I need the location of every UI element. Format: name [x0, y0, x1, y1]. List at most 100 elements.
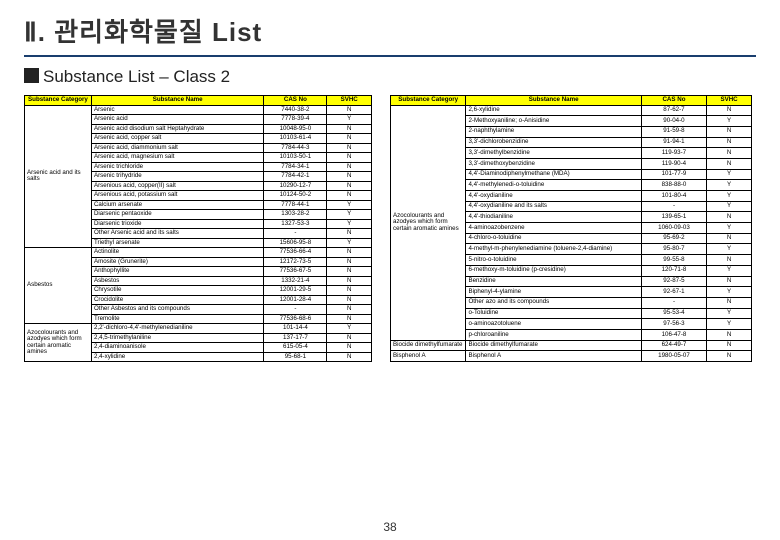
category-cell: Arsenic acid and its salts [25, 105, 92, 248]
svhc-cell: Y [707, 287, 752, 298]
svhc-cell: Y [327, 115, 372, 125]
cas-cell: 119-93-7 [641, 148, 706, 159]
svhc-cell: N [707, 126, 752, 137]
cas-cell: 97-56-3 [641, 319, 706, 330]
svhc-cell: N [707, 340, 752, 351]
svhc-cell: N [327, 172, 372, 182]
cas-cell: 106-47-8 [641, 329, 706, 340]
svhc-cell: Y [707, 180, 752, 191]
name-cell: 3,3'-dimethylbenzidine [466, 148, 641, 159]
svhc-cell: N [327, 343, 372, 353]
cas-cell: 15606-95-8 [264, 238, 327, 248]
category-cell: Azocolourants and azodyes which form cer… [25, 324, 92, 362]
name-cell: Arsenic trichloride [91, 162, 263, 172]
table-row: AsbestosActinolite77536-66-4N [25, 248, 372, 258]
svhc-cell: Y [327, 200, 372, 210]
svhc-cell: N [327, 105, 372, 115]
svhc-cell: N [707, 137, 752, 148]
name-cell: 4,4'-Diaminodiphenylmethane (MDA) [466, 169, 641, 180]
cas-cell: 92-87-5 [641, 276, 706, 287]
svhc-cell: Y [707, 265, 752, 276]
cas-cell: - [641, 297, 706, 308]
svhc-cell: N [707, 148, 752, 159]
cas-cell: 101-14-4 [264, 324, 327, 334]
name-cell: Bisphenol A [466, 351, 641, 362]
cas-cell: - [264, 305, 327, 315]
table-header-row: Substance Category Substance Name CAS No… [391, 96, 752, 106]
cas-cell: 1303-28-2 [264, 210, 327, 220]
cas-cell: 1060-09-03 [641, 223, 706, 234]
cas-cell: 7784-34-1 [264, 162, 327, 172]
svhc-cell: N [327, 257, 372, 267]
svhc-cell: N [707, 351, 752, 362]
name-cell: 2,4,5-trimethylaniline [91, 333, 263, 343]
name-cell: Other Arsenic acid and its salts [91, 229, 263, 239]
cas-cell: 101-80-4 [641, 191, 706, 202]
cas-cell: 7778-39-4 [264, 115, 327, 125]
name-cell: 4,4'-thiodianiline [466, 212, 641, 223]
svhc-cell: N [327, 248, 372, 258]
name-cell: 2,4-diaminoanisole [91, 343, 263, 353]
cas-cell: 838-88-0 [641, 180, 706, 191]
name-cell: 4,4'-methylenedi-o-toluidine [466, 180, 641, 191]
svhc-cell: N [707, 297, 752, 308]
category-cell: Asbestos [25, 248, 92, 324]
name-cell: Arsenic acid, diammonium salt [91, 143, 263, 153]
cas-cell: 624-49-7 [641, 340, 706, 351]
cas-cell: 77536-68-6 [264, 314, 327, 324]
svhc-cell: Y [707, 191, 752, 202]
cas-cell: 92-67-1 [641, 287, 706, 298]
svhc-cell: Y [707, 308, 752, 319]
name-cell: Diarsenic trioxide [91, 219, 263, 229]
name-cell: Arsenic trihydride [91, 172, 263, 182]
cas-cell: 77536-66-4 [264, 248, 327, 258]
page-title: Ⅱ. 관리화학물질 List [24, 12, 756, 49]
name-cell: 4-aminoazobenzene [466, 223, 641, 234]
substance-table-left: Substance Category Substance Name CAS No… [24, 95, 372, 362]
name-cell: Diarsenic pentaoxide [91, 210, 263, 220]
svhc-cell: Y [327, 238, 372, 248]
svhc-cell: N [327, 134, 372, 144]
col-category: Substance Category [25, 96, 92, 106]
svhc-cell: N [327, 124, 372, 134]
cas-cell: 95-68-1 [264, 352, 327, 362]
name-cell: 5-nitro-o-toluidine [466, 255, 641, 266]
cas-cell: 95-69-2 [641, 233, 706, 244]
cas-cell: 77536-67-5 [264, 267, 327, 277]
name-cell: o-Toluidine [466, 308, 641, 319]
svhc-cell: N [327, 314, 372, 324]
table-header-row: Substance Category Substance Name CAS No… [25, 96, 372, 106]
svhc-cell: Y [707, 169, 752, 180]
table-row: Biocide dimethylfumarateBiocide dimethyl… [391, 340, 752, 351]
square-bullet-icon [24, 68, 39, 83]
svhc-cell: N [327, 191, 372, 201]
name-cell: Tremolite [91, 314, 263, 324]
cas-cell: 87-62-7 [641, 105, 706, 116]
cas-cell: - [264, 229, 327, 239]
cas-cell: 99-55-8 [641, 255, 706, 266]
name-cell: 2-naphthylamine [466, 126, 641, 137]
cas-cell: 12001-28-4 [264, 295, 327, 305]
table-row: Arsenic acid and its saltsArsenic7440-38… [25, 105, 372, 115]
cas-cell: 119-90-4 [641, 158, 706, 169]
name-cell: p-chloroaniline [466, 329, 641, 340]
col-svhc: SVHC [707, 96, 752, 106]
svhc-cell: Y [327, 324, 372, 334]
cas-cell: 615-05-4 [264, 343, 327, 353]
name-cell: 4-chloro-o-toluidine [466, 233, 641, 244]
svhc-cell: N [327, 143, 372, 153]
cas-cell: 7440-38-2 [264, 105, 327, 115]
svhc-cell: Y [327, 219, 372, 229]
table-row: Azocolourants and azodyes which form cer… [391, 105, 752, 116]
name-cell: Crocidolite [91, 295, 263, 305]
page-number: 38 [0, 520, 780, 534]
subtitle-text: Substance List – Class 2 [43, 67, 230, 86]
svhc-cell: N [707, 158, 752, 169]
svhc-cell: N [327, 295, 372, 305]
substance-table-right: Substance Category Substance Name CAS No… [390, 95, 752, 362]
svhc-cell: N [327, 229, 372, 239]
cas-cell: 91-59-8 [641, 126, 706, 137]
name-cell: Amosite (Grunerite) [91, 257, 263, 267]
name-cell: Biphenyl-4-ylamine [466, 287, 641, 298]
cas-cell: 7784-42-1 [264, 172, 327, 182]
